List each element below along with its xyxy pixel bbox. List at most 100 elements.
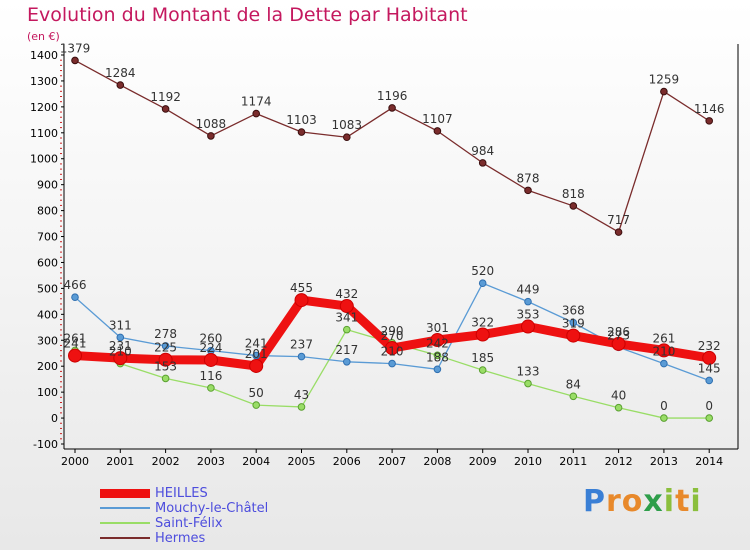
- data-point: [252, 351, 261, 360]
- data-label: 0: [705, 399, 713, 413]
- legend-swatch: [100, 488, 150, 498]
- data-point: [68, 348, 82, 363]
- data-label: 1083: [332, 118, 363, 132]
- data-point: [161, 105, 170, 113]
- y-tick-label: 1400: [30, 49, 58, 62]
- x-tick-label: 2009: [469, 455, 497, 468]
- x-tick-label: 2006: [333, 455, 361, 468]
- data-point: [660, 359, 668, 368]
- data-point: [116, 81, 125, 89]
- x-tick-label: 2012: [605, 455, 633, 468]
- series-line-3: [74, 59, 710, 233]
- data-label: 210: [381, 345, 404, 359]
- brand-letter: i: [690, 484, 702, 519]
- data-label: 1088: [196, 117, 227, 131]
- data-point: [433, 127, 442, 135]
- data-point: [566, 328, 581, 343]
- data-label: 241: [64, 337, 87, 351]
- data-label: 185: [471, 351, 494, 365]
- data-point: [207, 384, 215, 392]
- data-label: 1379: [60, 41, 91, 55]
- data-point: [297, 128, 306, 136]
- y-tick-label: -100: [33, 438, 58, 451]
- data-point: [660, 87, 668, 96]
- data-label: 261: [64, 331, 87, 345]
- data-point: [478, 366, 487, 374]
- data-point: [116, 333, 125, 342]
- data-label: 241: [245, 337, 268, 351]
- data-point: [339, 299, 354, 314]
- data-label: 210: [652, 345, 675, 359]
- x-tick-label: 2002: [152, 455, 180, 468]
- data-label: 1259: [649, 73, 680, 87]
- y-tick-label: 1000: [30, 153, 58, 166]
- data-label: 153: [154, 359, 177, 373]
- data-label: 341: [335, 311, 358, 325]
- data-label: 322: [471, 316, 494, 330]
- brand-letter: t: [675, 484, 691, 519]
- y-tick-label: 400: [37, 308, 58, 321]
- data-point: [343, 357, 351, 366]
- y-tick-label: 1300: [30, 75, 58, 88]
- x-tick-label: 2010: [514, 455, 542, 468]
- data-point: [705, 414, 714, 422]
- data-point: [656, 343, 671, 358]
- y-tick-label: 600: [37, 256, 58, 269]
- data-point: [702, 350, 717, 365]
- data-point: [161, 342, 170, 350]
- data-label: 237: [290, 338, 313, 352]
- data-point: [614, 403, 623, 412]
- data-label: 311: [109, 318, 132, 332]
- x-tick-label: 2007: [378, 455, 406, 468]
- brand-letter: P: [583, 484, 606, 519]
- data-point: [524, 297, 532, 306]
- data-point: [569, 392, 578, 401]
- data-point: [158, 352, 173, 367]
- data-point: [521, 319, 535, 334]
- x-tick-label: 2000: [61, 455, 89, 468]
- x-tick-label: 2013: [650, 455, 678, 468]
- data-point: [705, 117, 714, 125]
- data-label: 432: [335, 287, 358, 301]
- data-label: 1284: [105, 66, 136, 80]
- data-label: 270: [381, 329, 404, 343]
- data-point: [207, 132, 215, 140]
- x-tick-label: 2003: [197, 455, 225, 468]
- data-label: 201: [245, 347, 268, 361]
- legend-swatch: [100, 522, 150, 524]
- data-label: 225: [154, 341, 177, 355]
- data-point: [252, 401, 261, 409]
- data-label: 286: [607, 325, 630, 339]
- data-label: 210: [109, 345, 132, 359]
- data-label: 261: [652, 331, 675, 345]
- data-point: [343, 325, 351, 334]
- data-point: [705, 376, 714, 385]
- x-tick-label: 2011: [559, 455, 587, 468]
- x-tick-label: 2008: [423, 455, 451, 468]
- legend-label: Mouchy-le-Châtel: [155, 501, 269, 516]
- brand-letter: x: [643, 484, 664, 519]
- data-point: [475, 327, 490, 342]
- legend-item: HEILLES: [100, 486, 360, 501]
- x-tick-label: 2001: [106, 455, 134, 468]
- data-label: 1196: [377, 89, 408, 103]
- x-tick-label: 2005: [288, 455, 316, 468]
- brand-logo: Proxiti: [583, 484, 702, 519]
- data-label: 116: [199, 369, 222, 383]
- legend-swatch: [100, 507, 150, 509]
- data-point: [294, 293, 309, 308]
- y-tick-label: 100: [37, 386, 58, 399]
- legend-label: Hermes: [155, 531, 206, 546]
- data-label: 145: [698, 361, 721, 375]
- y-tick-label: 800: [37, 205, 58, 218]
- data-label: 1174: [241, 95, 272, 109]
- data-point: [343, 133, 351, 142]
- y-tick-label: 1100: [30, 127, 58, 140]
- data-point: [478, 159, 487, 167]
- data-point: [569, 318, 578, 327]
- data-label: 520: [471, 264, 494, 278]
- data-label: 301: [426, 321, 449, 335]
- data-label: 717: [607, 213, 630, 227]
- legend-swatch: [100, 537, 150, 539]
